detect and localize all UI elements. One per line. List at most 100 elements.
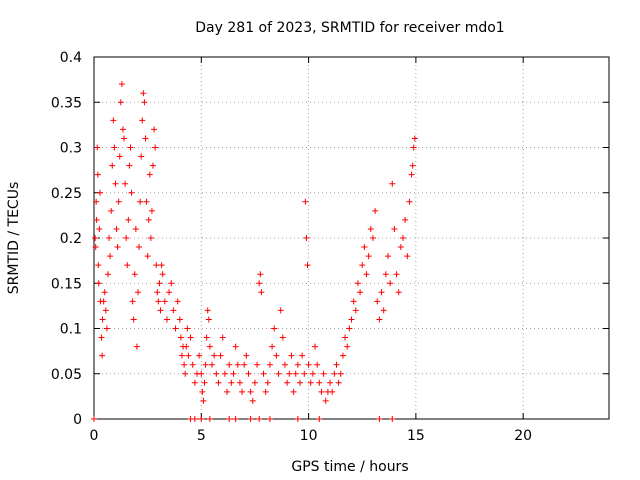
data-point [314,361,321,368]
data-point [127,144,134,151]
data-point [380,307,387,314]
data-point [400,235,406,241]
data-point [269,343,276,350]
data-point [284,379,291,386]
data-point [247,416,254,422]
data-point [206,343,213,350]
data-point [191,416,198,422]
data-point [130,316,137,323]
data-point [117,99,124,106]
data-point [348,316,355,323]
x-axis-label: GPS time / hours [291,459,408,475]
data-point [132,225,139,232]
data-point [206,416,213,422]
data-points [91,81,418,422]
data-point [288,352,295,359]
data-point [154,289,161,296]
data-point [134,289,141,296]
data-point [131,271,138,278]
data-point [176,316,183,323]
data-point [111,144,118,151]
data-point [159,271,166,278]
data-point [271,325,278,332]
data-point [181,361,188,368]
data-point [113,225,120,232]
data-point [116,153,123,160]
data-point [156,280,163,287]
data-point [145,216,152,223]
data-point [329,388,336,395]
data-point [404,253,411,260]
data-point [221,370,228,377]
data-point [107,253,114,260]
data-point [139,117,146,124]
data-point [121,135,128,142]
data-point [94,171,101,178]
data-point [301,370,308,377]
data-point [123,235,130,241]
data-point [99,352,106,359]
data-point [205,316,212,323]
data-point [184,325,191,332]
data-point [277,307,284,314]
data-point [327,379,334,386]
data-point [350,298,357,305]
data-point [100,298,107,305]
data-point [93,216,100,223]
data-point [273,352,280,359]
data-point [230,370,237,377]
data-point [168,280,175,287]
y-axis-label: SRMTID / TECUs [6,182,22,295]
data-point [115,198,122,205]
data-point [151,126,158,133]
data-point [92,244,99,251]
data-point [260,370,267,377]
data-point [266,361,273,368]
data-point [346,325,353,332]
data-point [226,361,233,368]
data-point [249,397,256,404]
data-point [389,416,396,422]
data-point [172,325,179,332]
data-point [286,370,293,377]
data-point [316,379,323,386]
y-tick-label: 0.4 [60,50,82,66]
y-tick-label: 0.1 [60,322,82,338]
data-point [114,244,121,251]
gridlines [94,57,609,419]
y-tick-label: 0.15 [51,276,82,292]
data-point [209,361,216,368]
axis-ticks [93,56,609,420]
data-point [106,235,113,241]
x-tick-labels: 0 5 10 15 20 [90,428,533,444]
data-point [182,370,189,377]
data-point [409,162,416,169]
data-point [110,117,117,124]
data-point [217,352,224,359]
data-point [247,388,254,395]
data-point [143,198,150,205]
data-point [279,334,286,341]
data-point [305,361,312,368]
data-point [98,334,105,341]
data-point [408,171,415,178]
data-point [303,235,310,241]
data-point [213,370,220,377]
data-point [258,289,265,296]
chart-title: Day 281 of 2023, SRMTID for receiver mdo… [195,20,504,36]
data-point [232,416,239,422]
data-point [95,262,102,269]
data-point [91,416,97,422]
data-point [93,198,100,205]
y-tick-label: 0.3 [60,141,82,157]
data-point [335,379,342,386]
data-point [137,198,144,205]
data-point [198,416,205,422]
x-tick-label: 20 [514,428,532,444]
data-point [406,198,413,205]
data-point [126,162,133,169]
data-point [337,370,344,377]
data-point [146,171,153,178]
data-point [204,307,211,314]
